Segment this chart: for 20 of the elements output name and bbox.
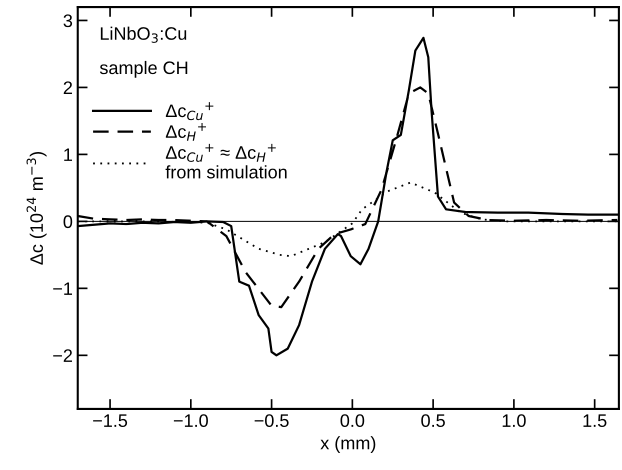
x-tick-label: 0.5 xyxy=(421,414,445,428)
x-axis-title: x (mm) xyxy=(320,436,376,453)
y-axis-title: Δc (10$^{24}$ m$^{−3}$) xyxy=(26,152,47,265)
x-tick-label: 1.5 xyxy=(583,414,606,428)
legend-label: Δc$_{Cu}$$^{+}$ xyxy=(166,102,214,120)
y-tick-label: 0 xyxy=(64,215,72,228)
annotation: sample CH xyxy=(100,60,188,78)
legend-label: Δc$_{Cu}$$^{+}$ ≈ Δc$_{H}$$^{+}$ from simulation xyxy=(166,144,287,179)
y-tick-label: −2 xyxy=(53,349,72,362)
x-tick-label: 1.0 xyxy=(502,414,526,428)
x-tick-label: −1.0 xyxy=(174,414,208,428)
y-tick-label: 1 xyxy=(64,148,72,161)
legend-label: Δc$_{H}$$^{+}$ xyxy=(166,122,206,141)
y-tick-label: 3 xyxy=(64,14,72,28)
x-tick-label: 0.0 xyxy=(340,414,364,428)
y-tick-label: 2 xyxy=(64,81,72,94)
annotation: LiNbO$_{3}$:Cu xyxy=(100,26,186,43)
y-tick-label: −1 xyxy=(53,282,72,295)
x-tick-label: −0.5 xyxy=(254,414,289,428)
x-tick-label: −1.5 xyxy=(93,414,128,428)
